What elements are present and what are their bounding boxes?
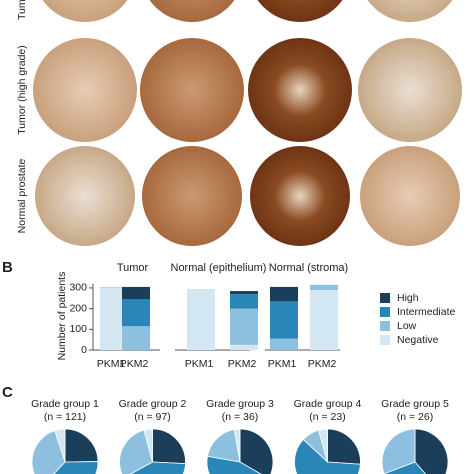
pie-subtitle: (n = 97) xyxy=(134,411,170,423)
pie-title: Grade group 3 xyxy=(206,398,274,410)
bar-segment xyxy=(100,287,126,288)
pie-subtitle: (n = 121) xyxy=(44,411,86,423)
pie-slice xyxy=(119,429,153,474)
pie-slice xyxy=(318,428,328,463)
bar-segment xyxy=(230,308,258,345)
bar-segment xyxy=(122,326,150,350)
micrographs xyxy=(33,0,462,246)
legend-label: Negative xyxy=(397,334,439,346)
legend-swatch xyxy=(380,307,390,317)
row-label: Tumor xyxy=(16,0,28,20)
group-title: Tumor xyxy=(117,262,149,274)
y-axis-label: Number of patients xyxy=(56,272,68,361)
pie-slice xyxy=(381,428,416,474)
pie-slice xyxy=(129,461,186,474)
y-tick-label: 0 xyxy=(81,344,87,356)
legend-label: High xyxy=(397,292,419,304)
bar-segment xyxy=(100,287,126,350)
pie-title: Grade group 1 xyxy=(31,398,99,410)
x-tick-label: PKM2 xyxy=(228,358,257,370)
legend-label: Intermediate xyxy=(397,306,456,318)
x-tick-label: PKM2 xyxy=(120,358,149,370)
pie-slice xyxy=(152,428,186,465)
pie-slice xyxy=(207,429,241,463)
legend-label: Low xyxy=(397,320,417,332)
y-tick-label: 100 xyxy=(69,323,87,335)
bar-segment xyxy=(230,294,258,309)
panel-label: C xyxy=(2,384,13,401)
bar-segment xyxy=(230,344,258,350)
y-tick-label: 300 xyxy=(69,282,87,294)
bar-segment xyxy=(310,284,338,291)
pie-slice xyxy=(64,428,99,463)
pie-slice xyxy=(414,428,449,474)
pie-slice xyxy=(206,455,262,474)
pie-title: Grade group 4 xyxy=(294,398,362,410)
x-tick-label: PKM1 xyxy=(268,358,297,370)
pie-slice xyxy=(383,461,427,474)
legend-swatch xyxy=(380,321,390,331)
x-tick-label: PKM2 xyxy=(308,358,337,370)
pie-subtitle: (n = 26) xyxy=(397,411,433,423)
pie-slice xyxy=(31,430,66,474)
pie-subtitle: (n = 23) xyxy=(309,411,345,423)
group-title: Normal (stroma) xyxy=(269,262,348,274)
pie-slice xyxy=(143,428,153,463)
bar-segment xyxy=(230,291,258,295)
pie-title: Grade group 5 xyxy=(381,398,449,410)
bar-segment xyxy=(270,301,298,339)
pie-slice xyxy=(53,461,99,474)
row-label: Tumor (high grade) xyxy=(16,45,28,134)
pie-slice xyxy=(327,428,361,465)
pie-title: Grade group 2 xyxy=(119,398,187,410)
group-title: Normal (epithelium) xyxy=(171,262,267,274)
pie-slice xyxy=(233,428,241,463)
bar-segment xyxy=(122,286,150,300)
legend-swatch xyxy=(380,293,390,303)
bar-segment xyxy=(270,338,298,350)
legend-swatch xyxy=(380,335,390,345)
bar-segment xyxy=(310,290,338,350)
panel-label: B xyxy=(2,259,13,276)
x-tick-label: PKM1 xyxy=(97,358,126,370)
pie-subtitle: (n = 36) xyxy=(222,411,258,423)
pie-slice xyxy=(54,428,66,463)
row-label: Normal prostate xyxy=(16,158,28,233)
bar-segment xyxy=(187,288,215,350)
bar-segment xyxy=(270,286,298,302)
y-tick-label: 200 xyxy=(69,302,87,314)
pie-slice xyxy=(294,438,361,474)
x-tick-label: PKM1 xyxy=(185,358,214,370)
bar-segment xyxy=(122,299,150,327)
